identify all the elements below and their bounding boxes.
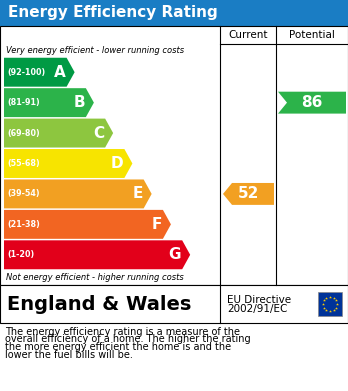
Text: lower the fuel bills will be.: lower the fuel bills will be.: [5, 350, 133, 359]
Text: (81-91): (81-91): [7, 98, 40, 107]
Polygon shape: [4, 88, 94, 117]
Text: overall efficiency of a home. The higher the rating: overall efficiency of a home. The higher…: [5, 334, 251, 344]
Polygon shape: [4, 240, 190, 269]
Bar: [318, 292, 342, 316]
Text: C: C: [93, 126, 104, 141]
Text: (21-38): (21-38): [7, 220, 40, 229]
Text: (39-54): (39-54): [7, 189, 40, 198]
Polygon shape: [278, 91, 346, 114]
Polygon shape: [4, 179, 152, 208]
Text: the more energy efficient the home is and the: the more energy efficient the home is an…: [5, 342, 231, 352]
Polygon shape: [4, 58, 74, 87]
Text: 86: 86: [301, 95, 323, 110]
Bar: [0, 285, 348, 323]
Text: F: F: [151, 217, 162, 232]
Text: (55-68): (55-68): [7, 159, 40, 168]
Text: The energy efficiency rating is a measure of the: The energy efficiency rating is a measur…: [5, 327, 240, 337]
Text: Potential: Potential: [289, 30, 335, 40]
Text: (69-80): (69-80): [7, 129, 40, 138]
Text: (1-20): (1-20): [7, 250, 34, 259]
Text: Current: Current: [228, 30, 268, 40]
Text: 52: 52: [238, 187, 259, 201]
Bar: [0, 0, 348, 26]
Text: D: D: [111, 156, 124, 171]
Bar: [0, 26, 348, 285]
Polygon shape: [223, 183, 274, 205]
Text: Energy Efficiency Rating: Energy Efficiency Rating: [8, 5, 218, 20]
Text: A: A: [54, 65, 66, 80]
Text: G: G: [169, 247, 181, 262]
Polygon shape: [4, 118, 113, 147]
Text: EU Directive: EU Directive: [227, 295, 291, 305]
Text: Very energy efficient - lower running costs: Very energy efficient - lower running co…: [6, 46, 184, 55]
Text: England & Wales: England & Wales: [7, 294, 191, 314]
Text: Not energy efficient - higher running costs: Not energy efficient - higher running co…: [6, 273, 184, 282]
Polygon shape: [4, 149, 132, 178]
Text: (92-100): (92-100): [7, 68, 45, 77]
Text: 2002/91/EC: 2002/91/EC: [227, 304, 287, 314]
Polygon shape: [4, 210, 171, 239]
Text: E: E: [132, 187, 143, 201]
Text: B: B: [73, 95, 85, 110]
